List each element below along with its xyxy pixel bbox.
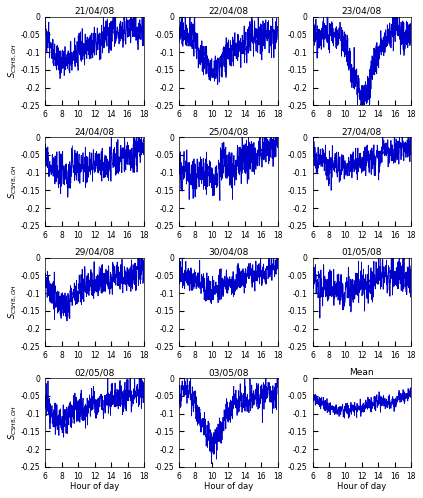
- Y-axis label: $S_{C5H8,OH}$: $S_{C5H8,OH}$: [7, 284, 19, 320]
- Y-axis label: $S_{C5H8,OH}$: $S_{C5H8,OH}$: [7, 164, 19, 199]
- Title: 23/04/08: 23/04/08: [342, 7, 382, 16]
- Y-axis label: $S_{C5H8,OH}$: $S_{C5H8,OH}$: [7, 405, 19, 440]
- Title: 29/04/08: 29/04/08: [74, 248, 115, 257]
- Title: 21/04/08: 21/04/08: [74, 7, 115, 16]
- Title: 02/05/08: 02/05/08: [74, 369, 115, 377]
- Title: 25/04/08: 25/04/08: [208, 127, 248, 136]
- X-axis label: Hour of day: Hour of day: [203, 482, 253, 491]
- Title: 01/05/08: 01/05/08: [342, 248, 382, 257]
- Title: Mean: Mean: [350, 369, 374, 377]
- X-axis label: Hour of day: Hour of day: [70, 482, 119, 491]
- X-axis label: Hour of day: Hour of day: [337, 482, 387, 491]
- Title: 24/04/08: 24/04/08: [74, 127, 115, 136]
- Title: 22/04/08: 22/04/08: [208, 7, 248, 16]
- Y-axis label: $S_{C5H8,OH}$: $S_{C5H8,OH}$: [7, 43, 19, 79]
- Title: 03/05/08: 03/05/08: [208, 369, 248, 377]
- Title: 30/04/08: 30/04/08: [208, 248, 248, 257]
- Title: 27/04/08: 27/04/08: [342, 127, 382, 136]
